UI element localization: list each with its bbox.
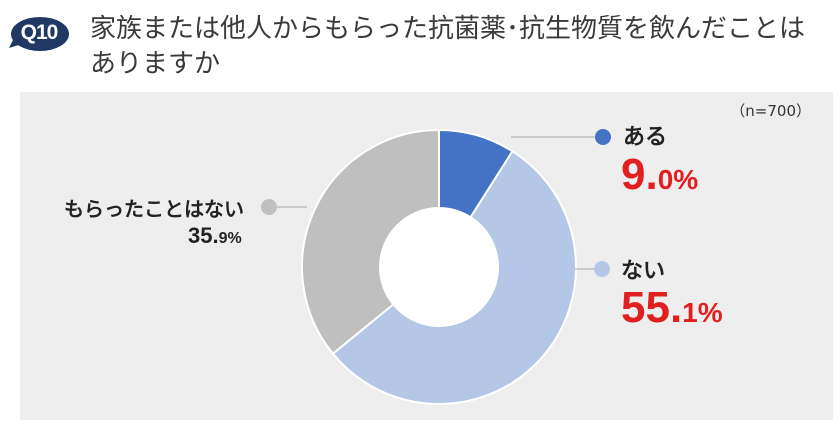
slice-moratta-koto-wa-nai: [301, 128, 440, 356]
legend-label-nai: ない: [621, 259, 666, 284]
percent-moratta-koto-wa-nai: 35.9%: [188, 223, 242, 249]
percent-aru-int: 9.: [621, 150, 658, 199]
leader-aru-marker: [595, 129, 611, 145]
question-number-badge: Q10: [8, 14, 70, 54]
percent-aru-unit: %: [673, 164, 699, 195]
leader-moratta-marker: [261, 199, 277, 215]
percent-aru-dec: 0: [657, 164, 674, 195]
legend-label-moratta-koto-wa-nai: もらったことはない: [64, 197, 244, 221]
chart-panel: （n=700） ある 9.0% ない 55.1% もらったことはない 35.9%: [20, 92, 833, 420]
leader-nai-marker: [594, 261, 610, 277]
sample-size-note: （n=700）: [730, 102, 811, 120]
percent-moratta-dec: 9: [218, 230, 228, 247]
donut-hole: [379, 207, 499, 327]
percent-nai-dec: 1: [682, 297, 698, 328]
percent-nai-unit: %: [697, 297, 723, 328]
legend-label-aru: ある: [623, 125, 668, 150]
percent-moratta-unit: %: [227, 230, 242, 247]
donut-chart: [261, 128, 611, 405]
badge-label: Q10: [20, 21, 59, 44]
percent-nai-int: 55.: [621, 283, 683, 332]
percent-nai: 55.1%: [621, 283, 723, 333]
percent-aru: 9.0%: [621, 150, 698, 200]
question-text: 家族または他人からもらった抗菌薬･抗生物質を飲んだことはありますか: [90, 14, 806, 79]
percent-moratta-int: 35.: [188, 223, 219, 248]
